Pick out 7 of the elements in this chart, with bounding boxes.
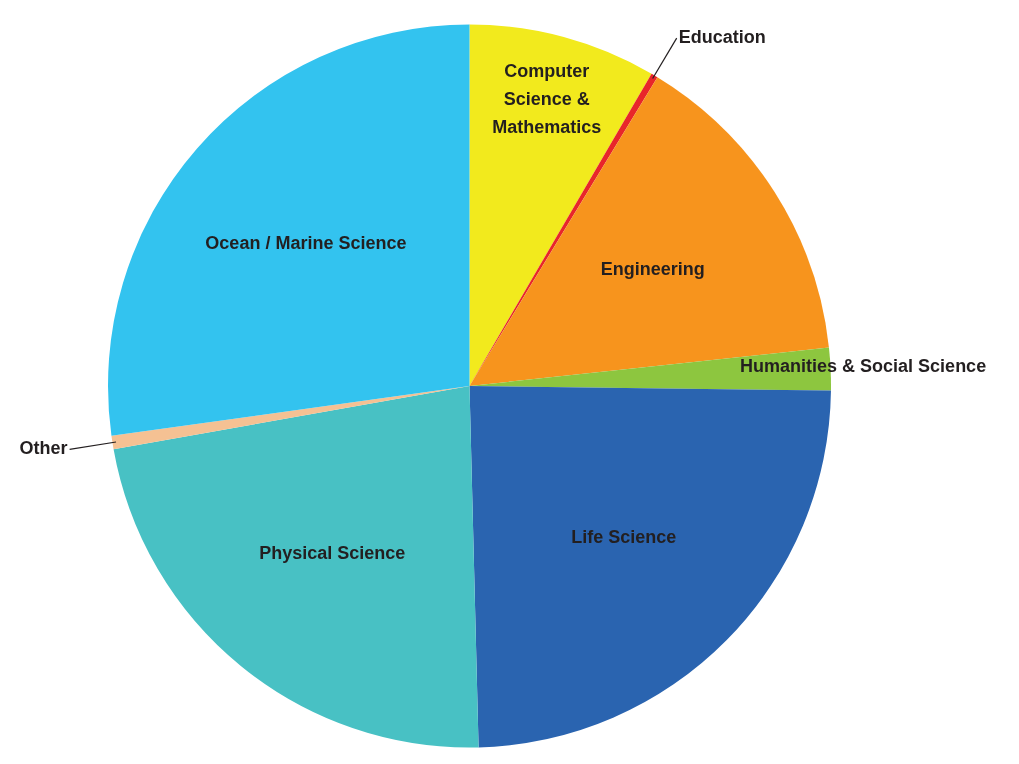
slice-label: Engineering bbox=[600, 258, 705, 279]
slice-label: Computer Science & Mathematics bbox=[492, 60, 602, 137]
slice-label: Life Science bbox=[571, 527, 677, 548]
slice-label: Other bbox=[19, 438, 68, 459]
slice-label: Education bbox=[678, 27, 766, 48]
slice-label: Physical Science bbox=[259, 542, 406, 563]
slice-label: Ocean / Marine Science bbox=[205, 232, 407, 253]
